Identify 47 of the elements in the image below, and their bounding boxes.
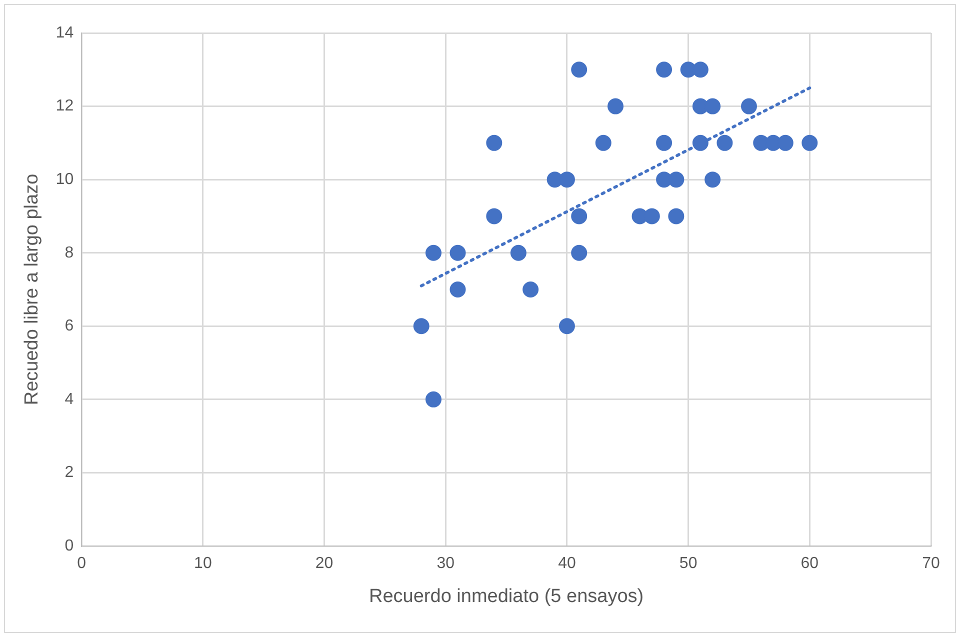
point [571, 244, 588, 261]
point [522, 282, 539, 298]
point [571, 62, 588, 78]
point [425, 244, 442, 261]
point [692, 134, 708, 151]
point [777, 134, 794, 151]
x-tick-label: 60 [800, 555, 819, 572]
point [413, 318, 430, 334]
point [668, 172, 684, 188]
point [608, 98, 624, 114]
x-axis-title: Recuerdo inmediato (5 ensayos) [369, 586, 644, 607]
point [656, 62, 672, 78]
x-tick-label: 20 [315, 555, 334, 572]
point [486, 208, 502, 224]
point [704, 98, 721, 114]
point [571, 208, 588, 224]
y-tick-label: 0 [64, 537, 74, 554]
x-tick-label: 30 [436, 555, 455, 572]
y-tick-label: 2 [64, 464, 74, 482]
y-tick-label: 10 [56, 170, 74, 188]
x-tick-label: 40 [558, 555, 576, 572]
point [656, 134, 672, 151]
y-tick-label: 14 [56, 24, 74, 42]
point [644, 208, 660, 224]
point [450, 244, 466, 261]
x-tick-label: 50 [679, 555, 698, 572]
x-tick-label: 70 [922, 555, 940, 572]
point [558, 318, 575, 334]
point [740, 98, 757, 114]
point [668, 208, 684, 224]
point [425, 391, 442, 408]
point [486, 134, 502, 151]
y-tick-label: 8 [64, 244, 74, 262]
point [558, 172, 575, 188]
y-tick-label: 4 [64, 390, 74, 408]
point [692, 62, 708, 78]
y-tick-label: 6 [64, 318, 74, 335]
x-tick-label: 0 [77, 555, 86, 572]
y-tick-label: 12 [56, 98, 74, 115]
point [802, 134, 818, 151]
y-axis-title: Recuedo libre a largo plazo [22, 174, 43, 406]
point [716, 134, 733, 151]
x-tick-label: 10 [194, 555, 212, 572]
point [595, 134, 612, 151]
point [450, 282, 466, 298]
point [704, 172, 721, 188]
point [510, 244, 526, 261]
